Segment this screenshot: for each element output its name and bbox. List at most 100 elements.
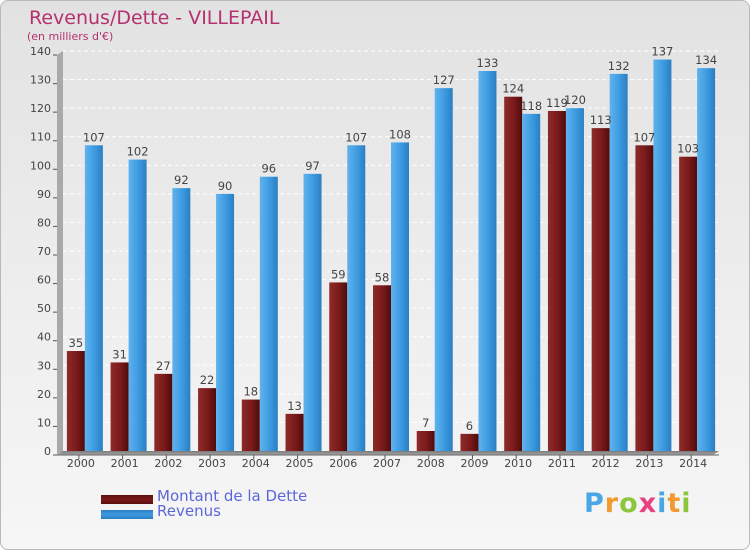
y-tick-label: 130 [30,74,51,87]
y-tick-label: 80 [37,216,51,229]
data-label-revenus: 96 [261,162,276,176]
x-tick-label: 2000 [67,457,95,470]
data-label-revenus: 97 [305,159,320,173]
data-label-dette: 119 [546,96,568,110]
bar-revenus [697,68,716,452]
y-tick-label: 120 [30,102,51,115]
data-label-revenus: 102 [127,145,149,159]
x-tick-label: 2012 [592,457,620,470]
x-tick-label: 2002 [154,457,182,470]
x-tick-label: 2013 [635,457,663,470]
bar-revenus [522,113,541,451]
logo-letter: P [584,488,605,519]
data-label-revenus: 137 [651,45,673,59]
x-tick-label: 2010 [504,457,532,470]
data-label-dette: 31 [112,347,127,361]
legend-swatch-revenus [101,510,153,519]
bar-dette [373,285,391,451]
bar-revenus [259,176,278,451]
bar-revenus [478,71,497,451]
data-label-revenus: 107 [83,130,105,144]
bar-dette [416,431,435,451]
data-label-dette: 107 [633,130,655,144]
logo-letter: t [667,488,682,519]
bar-dette [460,433,479,451]
x-tick-label: 2011 [548,457,576,470]
bar-dette [635,145,654,452]
y-tick-label: 140 [30,45,51,58]
x-tick-label: 2006 [329,457,357,470]
x-tick-label: 2003 [198,457,226,470]
bar-revenus [653,59,672,451]
y-tick-label: 0 [44,445,51,458]
x-tick-label: 2005 [286,457,314,470]
bar-dette [110,362,129,451]
data-label-dette: 59 [331,267,346,281]
data-label-dette: 13 [287,399,302,413]
bar-revenus [347,145,366,452]
data-label-dette: 27 [156,359,171,373]
bar-revenus [609,73,628,451]
data-label-revenus: 90 [218,179,233,193]
x-tick-label: 2001 [111,457,139,470]
bar-revenus [565,108,584,452]
bar-revenus [84,145,103,452]
logo-letter: o [619,488,639,519]
logo-letter: x [638,488,658,519]
x-tick-label: 2004 [242,457,270,470]
data-label-dette: 22 [200,373,215,387]
y-tick-label: 100 [30,159,51,172]
data-label-dette: 124 [502,82,524,96]
data-label-dette: 113 [590,113,612,127]
data-label-revenus: 107 [345,130,367,144]
y-tick-label: 40 [37,331,51,344]
bar-dette [591,128,610,451]
bar-revenus [434,88,453,452]
y-tick-label: 50 [37,302,51,315]
y-tick-label: 110 [30,131,51,144]
y-tick-label: 30 [37,359,51,372]
data-label-dette: 7 [422,416,429,430]
y-tick-label: 20 [37,388,51,401]
data-label-revenus: 108 [389,127,411,141]
y-tick-label: 90 [37,188,51,201]
y-tick-label: 70 [37,245,51,258]
chart-title: Revenus/Dette - VILLEPAIL [29,7,280,29]
x-tick-label: 2008 [417,457,445,470]
bar-dette [504,96,523,451]
chart-subtitle: (en milliers d'€) [27,30,114,43]
bar-dette [241,399,260,451]
bar-dette [679,156,698,451]
legend-swatch-dette [101,495,153,504]
bar-revenus [128,159,147,452]
y-tick-label: 10 [37,416,51,429]
data-label-revenus: 92 [174,173,189,187]
x-tick-label: 2014 [679,457,707,470]
x-tick-label: 2007 [373,457,401,470]
data-label-revenus: 133 [476,56,498,70]
y-tick-label: 60 [37,274,51,287]
axis-floor [57,451,719,455]
bar-dette [66,351,85,451]
axis-wall [57,51,63,455]
data-label-revenus: 134 [695,53,717,67]
proxiti-logo: Proxiti [584,488,692,519]
bar-dette [154,373,173,451]
logo-letter: i [657,488,668,519]
bar-dette [285,413,304,451]
data-label-dette: 35 [69,336,84,350]
bar-dette [329,282,348,451]
logo-letter: i [681,488,692,519]
bar-revenus [391,142,409,451]
data-label-revenus: 127 [433,73,455,87]
legend-label-dette: Montant de la Dette [157,487,308,505]
data-label-revenus: 118 [520,99,542,113]
data-label-dette: 58 [375,270,390,284]
bar-revenus [303,173,322,451]
logo-letter: r [604,488,620,519]
data-label-revenus: 120 [564,93,586,107]
bar-layer [66,59,716,452]
bar-dette [547,111,566,451]
data-label-dette: 6 [466,419,473,433]
